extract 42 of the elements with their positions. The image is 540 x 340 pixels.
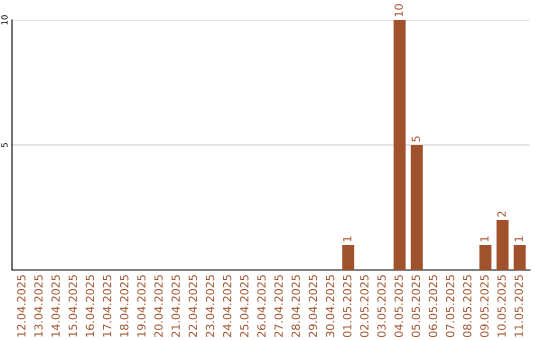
x-tick-label: 25.04.2025	[240, 275, 248, 337]
x-tick-label: 15.04.2025	[68, 275, 77, 337]
x-tick-label: 05.05.2025	[412, 275, 420, 338]
x-tick-label: 04.05.2025	[394, 275, 403, 338]
bar	[410, 145, 423, 270]
x-tick-label: 27.04.2025	[274, 275, 283, 337]
x-tick-label: 30.04.2025	[326, 275, 334, 337]
x-tick-label: 02.05.2025	[360, 275, 369, 338]
bar	[496, 220, 509, 270]
data-label: 1	[514, 236, 523, 242]
x-tick-label: 11.05.2025	[514, 275, 523, 337]
x-tick-label: 09.05.2025	[480, 275, 489, 338]
x-tick-label: 20.04.2025	[154, 275, 163, 337]
x-tick-label: 10.05.2025	[497, 275, 506, 337]
data-label: 1	[343, 236, 352, 242]
x-tick-label: 16.04.2025	[86, 275, 94, 337]
bar	[479, 245, 492, 270]
bar	[342, 245, 354, 270]
x-tick-label: 17.04.2025	[102, 275, 112, 337]
x-tick-label: 18.04.2025	[120, 275, 128, 337]
x-tick-label: 14.04.2025	[51, 275, 60, 337]
bar	[514, 245, 526, 270]
x-tick-label: 07.05.2025	[446, 275, 454, 338]
x-tick-label: 06.05.2025	[428, 275, 438, 338]
x-tick-label: 24.04.2025	[222, 275, 232, 337]
data-label: 1	[480, 236, 488, 242]
x-tick-label: 29.04.2025	[308, 275, 318, 337]
x-tick-label: 08.05.2025	[463, 275, 472, 338]
x-tick-label: 19.04.2025	[137, 275, 146, 337]
data-label: 2	[497, 212, 506, 217]
bar	[394, 20, 406, 270]
x-tick-label: 21.04.2025	[171, 275, 180, 337]
x-tick-label: 23.04.2025	[206, 275, 214, 337]
x-tick-label: 03.05.2025	[377, 275, 386, 338]
x-tick-label: 26.04.2025	[257, 275, 266, 337]
x-tick-label: 12.04.2025	[17, 275, 26, 337]
data-label: 10	[394, 4, 403, 16]
x-tick-label: 28.04.2025	[292, 275, 300, 337]
data-label: 5	[412, 136, 420, 142]
x-tick-label: 01.05.2025	[343, 275, 352, 338]
x-tick-label: 22.04.2025	[188, 275, 198, 337]
x-tick-label: 13.04.2025	[34, 275, 43, 337]
